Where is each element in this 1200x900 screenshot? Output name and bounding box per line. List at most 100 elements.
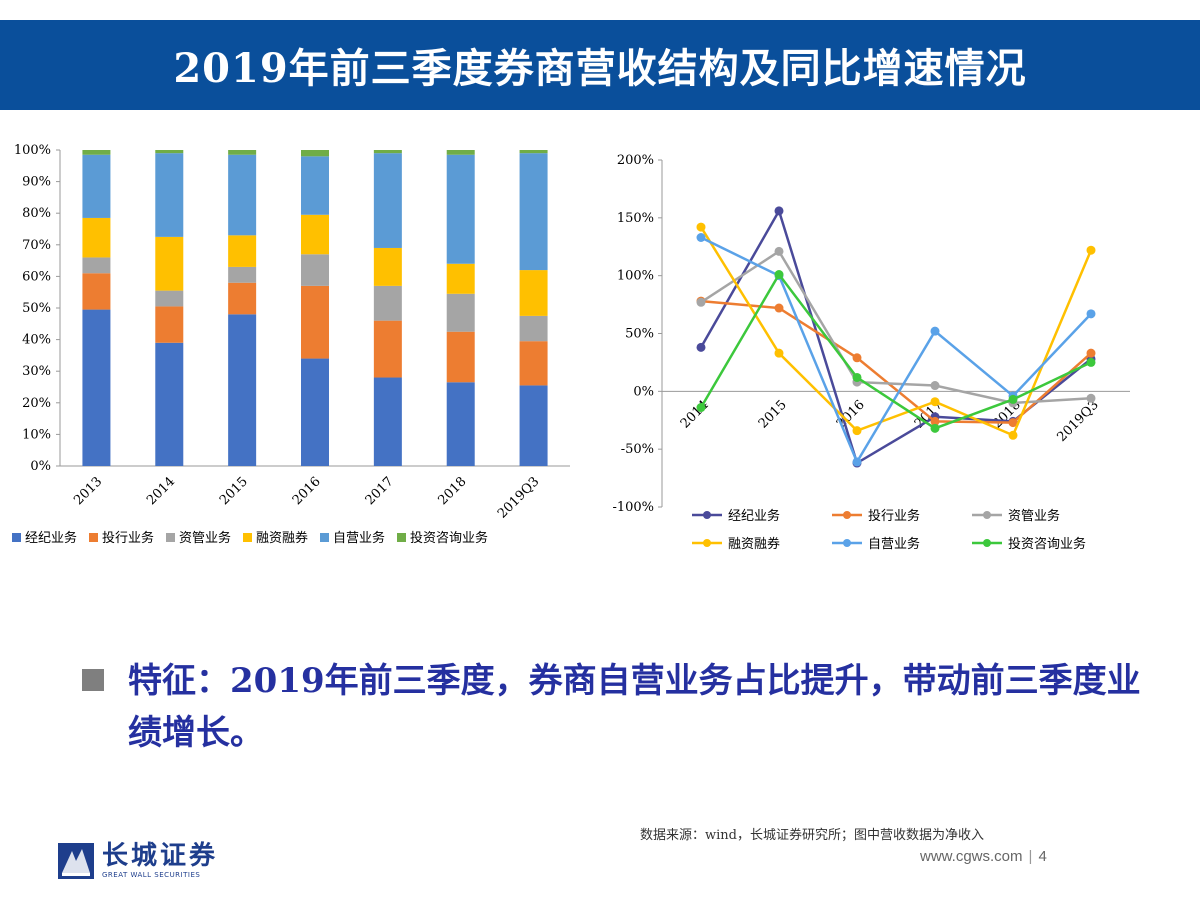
page-number: 4 <box>1038 848 1047 865</box>
bar-segment <box>228 282 257 315</box>
bar-y-tick-label: 100% <box>14 143 51 158</box>
line-legend-marker <box>843 511 851 519</box>
bar-segment <box>82 154 111 218</box>
line-legend-label: 投行业务 <box>868 508 920 524</box>
bar-segment <box>373 285 402 321</box>
line-y-tick-label: 0% <box>633 384 654 399</box>
line-point <box>1086 245 1096 255</box>
line-point <box>774 270 784 280</box>
title-bar: 2019年前三季度券商营收结构及同比增速情况 <box>0 20 1200 110</box>
bar-segment <box>82 273 111 310</box>
stacked-bar-chart: 0% 10% 20% 30% 40% 50% 60% 70% 80% 90% 100% 2013 201… <box>12 143 570 546</box>
line-point <box>774 303 784 313</box>
line-point <box>1008 394 1018 404</box>
line-point <box>930 416 940 426</box>
line-point <box>852 353 862 363</box>
square-bullet-icon <box>82 669 104 691</box>
bar-y-tick-label: 30% <box>22 364 51 379</box>
bar-segment <box>519 341 548 386</box>
bar-segment <box>155 306 184 343</box>
bar-segment <box>82 257 111 274</box>
bar-segment <box>446 382 475 466</box>
bar-segment <box>373 320 402 378</box>
bar-legend-swatch <box>12 533 21 542</box>
bar-y-tick-label: 60% <box>22 269 51 284</box>
line-point <box>696 403 706 413</box>
bar-segment <box>446 293 475 332</box>
line-series <box>700 236 1092 465</box>
line-point <box>930 423 940 433</box>
bar-segment <box>301 156 329 215</box>
line-point <box>930 381 940 391</box>
line-legend-marker <box>983 511 991 519</box>
bar-segment <box>228 266 257 283</box>
line-y-tick-label: -50% <box>621 442 654 457</box>
great-wall-logo-icon <box>58 843 94 879</box>
line-series <box>700 299 1092 424</box>
bar-legend-label: 投资咨询业务 <box>410 530 488 546</box>
bar-legend-swatch <box>166 533 175 542</box>
bar-y-tick-label: 20% <box>22 396 51 411</box>
footer-url[interactable]: www.cgws.com <box>920 848 1023 865</box>
line-point <box>774 246 784 256</box>
bar-segment <box>373 150 402 154</box>
bar-segment <box>301 285 329 359</box>
bar-legend-swatch <box>243 533 252 542</box>
bar-segment <box>155 150 184 154</box>
bar-segment <box>373 153 402 248</box>
bar-legend-swatch <box>89 533 98 542</box>
line-x-tick-label: 2014 <box>678 398 712 432</box>
line-point <box>1086 357 1096 367</box>
bar-segment <box>519 315 548 342</box>
bar-segment <box>82 309 111 466</box>
bar-segment <box>373 247 402 286</box>
source-note: 数据来源：wind，长城证券研究所；图中营收数据为净收入 <box>640 828 984 843</box>
bar-y-tick-label: 0% <box>30 459 51 474</box>
bar-y-tick-label: 80% <box>22 206 51 221</box>
line-point <box>1086 309 1096 319</box>
line-x-tick-label: 2015 <box>756 398 790 432</box>
bar-legend-label: 自营业务 <box>333 530 385 546</box>
bar-segment <box>446 331 475 383</box>
line-point <box>774 206 784 216</box>
line-series <box>700 249 1092 405</box>
logo-english-name: GREAT WALL SECURITIES <box>102 871 201 879</box>
line-point <box>696 342 706 352</box>
bar-legend-label: 投行业务 <box>102 530 154 546</box>
line-legend-marker <box>843 539 851 547</box>
bar-segment <box>155 342 184 466</box>
line-y-tick-label: 200% <box>617 153 654 168</box>
bar-x-tick-label: 2019Q3 <box>495 474 542 521</box>
bar-segment <box>519 270 548 316</box>
bar-segment <box>301 358 329 466</box>
bar-segment <box>301 214 329 255</box>
line-point <box>852 457 862 467</box>
footer: www.cgws.com | 4 <box>920 848 1047 865</box>
bar-y-tick-label: 90% <box>22 175 51 190</box>
bar-y-tick-label: 40% <box>22 333 51 348</box>
line-legend-marker <box>703 511 711 519</box>
line-legend-label: 经纪业务 <box>728 508 780 524</box>
line-series <box>699 226 1093 437</box>
bar-legend-label: 融资融券 <box>256 530 308 546</box>
line-point <box>696 232 706 242</box>
bar-segment <box>228 150 257 155</box>
line-point <box>930 397 940 407</box>
bar-segment <box>155 290 184 307</box>
bar-y-tick-label: 70% <box>22 238 51 253</box>
bar-segment <box>228 154 257 236</box>
bar-x-tick-label: 2017 <box>363 474 397 508</box>
line-point <box>774 348 784 358</box>
footer-separator: | <box>1028 848 1033 865</box>
line-legend-marker <box>703 539 711 547</box>
line-point <box>1008 430 1018 440</box>
page-title: 2019年前三季度券商营收结构及同比增速情况 <box>173 45 1027 92</box>
bar-legend-swatch <box>320 533 329 542</box>
line-point <box>1086 348 1096 358</box>
line-y-tick-label: 100% <box>617 269 654 284</box>
bar-segment <box>519 150 548 154</box>
feature-text: 特征：2019年前三季度，券商自营业务占比提升，带动前三季度业绩增长。 <box>128 661 1141 753</box>
company-logo: 长城证券 GREAT WALL SECURITIES <box>58 842 218 880</box>
bar-segment <box>228 235 257 267</box>
bar-x-tick-label: 2015 <box>217 474 251 508</box>
